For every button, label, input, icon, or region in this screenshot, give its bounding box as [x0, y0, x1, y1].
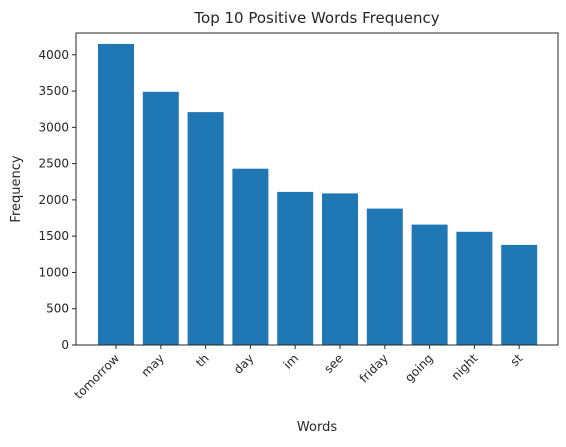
y-tick-label: 4000	[38, 48, 69, 62]
bar-tomorrow	[98, 43, 134, 346]
bar-may	[142, 91, 179, 345]
y-tick-label: 3500	[38, 84, 69, 98]
y-axis-ticks: 0 500 1000 1500 2000 2500 3000 3500 4000	[38, 48, 76, 352]
bar-st	[501, 244, 538, 345]
bar-th	[187, 112, 224, 345]
y-axis-label: Frequency	[9, 155, 24, 222]
y-tick-label: 0	[61, 338, 69, 352]
bar-friday	[366, 208, 403, 345]
y-tick-label: 1000	[38, 265, 69, 279]
y-tick-label: 1500	[38, 229, 69, 243]
y-tick-label: 3000	[38, 120, 69, 134]
plot-frame	[75, 32, 559, 346]
y-tick-label: 2500	[38, 157, 69, 171]
bars-group	[98, 43, 538, 346]
y-tick-label: 500	[46, 302, 69, 316]
chart-title: Top 10 Positive Words Frequency	[193, 9, 439, 27]
bar-night	[456, 231, 493, 345]
x-axis-label: Words	[297, 420, 337, 435]
bar-day	[232, 168, 269, 345]
y-tick-label: 2000	[38, 193, 69, 207]
bar-see	[322, 193, 358, 345]
bar-going	[411, 224, 448, 345]
bar-im	[277, 191, 314, 345]
